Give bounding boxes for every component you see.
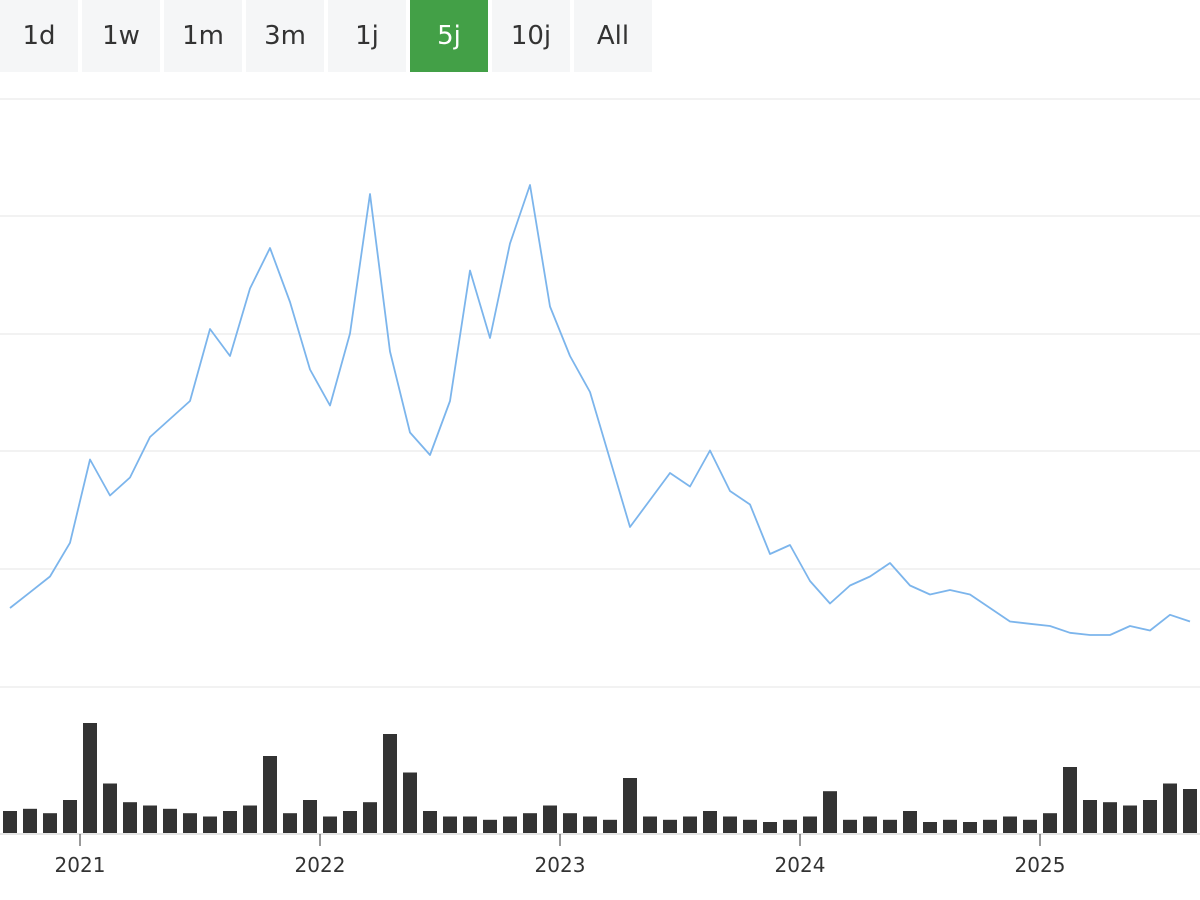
volume-bar bbox=[1163, 783, 1177, 833]
volume-bar bbox=[363, 802, 377, 833]
volume-bar bbox=[603, 819, 617, 833]
volume-bar bbox=[1083, 800, 1097, 833]
volume-bar bbox=[783, 819, 797, 833]
volume-bar bbox=[543, 805, 557, 833]
x-tick-label: 2021 bbox=[55, 853, 106, 877]
volume-bar bbox=[1023, 819, 1037, 833]
volume-bar bbox=[663, 819, 677, 833]
price-line bbox=[9, 184, 1191, 636]
volume-bar bbox=[1123, 805, 1137, 833]
volume-bar bbox=[643, 816, 657, 833]
volume-bar bbox=[443, 816, 457, 833]
volume-bars bbox=[3, 723, 1197, 833]
volume-bar bbox=[323, 816, 337, 833]
volume-bar bbox=[983, 819, 997, 833]
volume-bar bbox=[763, 822, 777, 833]
volume-bar bbox=[23, 808, 37, 833]
volume-bar bbox=[923, 822, 937, 833]
volume-bar bbox=[303, 800, 317, 833]
volume-bar bbox=[843, 819, 857, 833]
volume-bar bbox=[143, 805, 157, 833]
volume-bar bbox=[863, 816, 877, 833]
volume-bar bbox=[1003, 816, 1017, 833]
volume-bar bbox=[43, 813, 57, 833]
range-selector: 1d 1w 1m 3m 1j 5j 10j All bbox=[0, 0, 652, 72]
volume-bar bbox=[423, 811, 437, 833]
volume-bar bbox=[563, 813, 577, 833]
range-button-1d[interactable]: 1d bbox=[0, 0, 78, 72]
volume-bar bbox=[383, 734, 397, 833]
volume-bar bbox=[243, 805, 257, 833]
range-button-5j[interactable]: 5j bbox=[410, 0, 488, 72]
volume-bar bbox=[263, 756, 277, 833]
volume-bar bbox=[283, 813, 297, 833]
volume-bar bbox=[1043, 813, 1057, 833]
volume-bar bbox=[63, 800, 77, 833]
volume-bar bbox=[523, 813, 537, 833]
volume-bar bbox=[743, 819, 757, 833]
price-chart: 2021 2022 2023 2024 2025 bbox=[0, 98, 1200, 877]
volume-bar bbox=[183, 813, 197, 833]
volume-bar bbox=[903, 811, 917, 833]
range-button-10j[interactable]: 10j bbox=[492, 0, 570, 72]
range-button-all[interactable]: All bbox=[574, 0, 652, 72]
volume-bar bbox=[83, 723, 97, 833]
volume-bar bbox=[3, 811, 17, 833]
x-tick-label: 2023 bbox=[535, 853, 586, 877]
volume-bar bbox=[403, 772, 417, 833]
volume-bar bbox=[963, 822, 977, 833]
volume-bar bbox=[503, 816, 517, 833]
volume-bar bbox=[883, 819, 897, 833]
volume-bar bbox=[1063, 767, 1077, 833]
volume-bar bbox=[1183, 789, 1197, 833]
range-button-1m[interactable]: 1m bbox=[164, 0, 242, 72]
volume-bar bbox=[483, 819, 497, 833]
volume-bar bbox=[463, 816, 477, 833]
volume-bar bbox=[723, 816, 737, 833]
volume-bar bbox=[163, 808, 177, 833]
volume-bar bbox=[123, 802, 137, 833]
volume-bar bbox=[703, 811, 717, 833]
x-tick-label: 2022 bbox=[295, 853, 346, 877]
volume-bar bbox=[583, 816, 597, 833]
volume-bar bbox=[623, 778, 637, 833]
volume-bar bbox=[803, 816, 817, 833]
x-tick-label: 2025 bbox=[1015, 853, 1066, 877]
volume-bar bbox=[223, 811, 237, 833]
volume-bar bbox=[343, 811, 357, 833]
x-tick-label: 2024 bbox=[775, 853, 826, 877]
volume-bar bbox=[1103, 802, 1117, 833]
volume-bar bbox=[1143, 800, 1157, 833]
volume-bar bbox=[203, 816, 217, 833]
range-button-3m[interactable]: 3m bbox=[246, 0, 324, 72]
range-button-1j[interactable]: 1j bbox=[328, 0, 406, 72]
range-button-1w[interactable]: 1w bbox=[82, 0, 160, 72]
volume-bar bbox=[683, 816, 697, 833]
volume-bar bbox=[943, 819, 957, 833]
volume-bar bbox=[823, 791, 837, 833]
volume-bar bbox=[103, 783, 117, 833]
